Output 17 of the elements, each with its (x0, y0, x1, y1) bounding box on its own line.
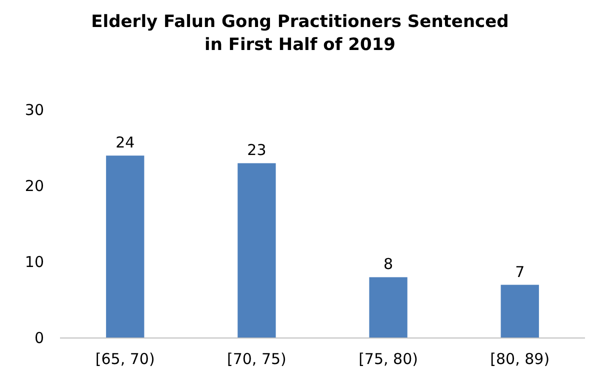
y-tick-label: 20 (24, 177, 44, 195)
bar (106, 156, 144, 338)
y-tick-label: 0 (34, 329, 44, 347)
data-label: 24 (116, 134, 135, 152)
y-tick-label: 10 (24, 253, 44, 271)
chart-title: Elderly Falun Gong Practitioners Sentenced in First Half of 2019 (91, 12, 509, 55)
bar (500, 284, 539, 338)
data-label: 8 (384, 255, 394, 274)
data-label: 23 (247, 141, 266, 160)
bar (369, 277, 408, 338)
bar (238, 163, 276, 338)
x-tick-label: [75, 80) (358, 350, 418, 368)
y-tick-label: 30 (24, 101, 44, 119)
data-label: 7 (515, 262, 525, 281)
x-tick-label: [65, 70) (95, 350, 155, 368)
x-tick-label: [80, 89) (490, 350, 550, 368)
x-tick-label: [70, 75) (227, 350, 286, 368)
